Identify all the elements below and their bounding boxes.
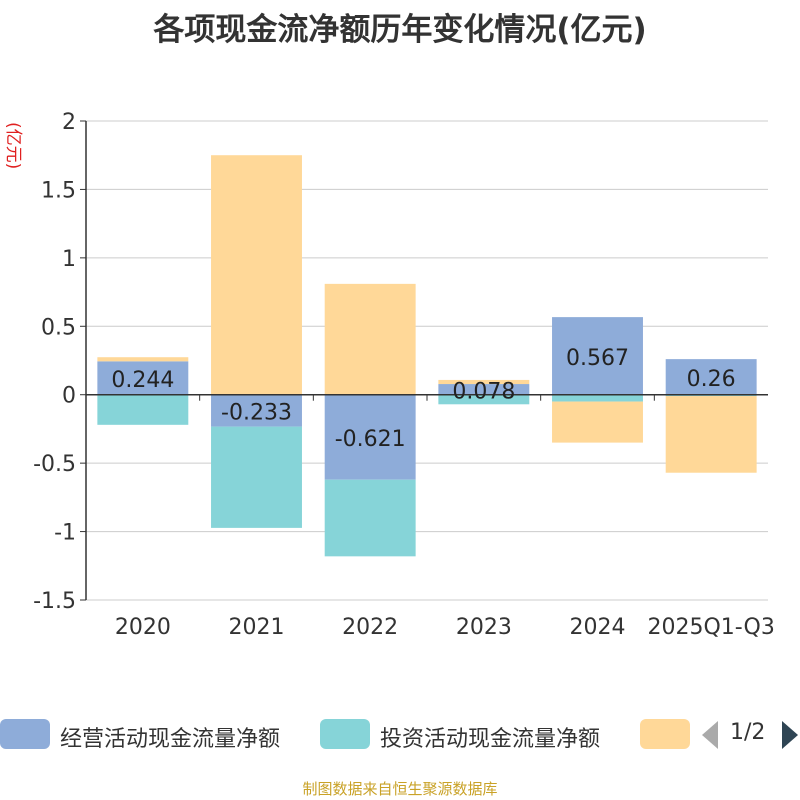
data-labels: 0.244 -0.233 -0.621 0.078 0.567 0.26: [111, 346, 735, 452]
bar-2-2021: [211, 155, 302, 395]
bar-0-2022: [324, 394, 416, 480]
bar-1-2020: [97, 394, 189, 425]
x-tick-label: 2020: [115, 615, 171, 640]
bar-1-2024: [552, 394, 643, 402]
bar-2-2025Q1-Q3: [665, 396, 757, 473]
x-tick-label: 2025Q1-Q3: [647, 615, 774, 640]
legend-item-investing[interactable]: 投资活动现金流量净额: [320, 719, 630, 752]
bar-2-2022: [324, 283, 416, 395]
source-note: 制图数据来自恒生聚源数据库: [302, 780, 498, 798]
legend-page-indicator: 1/2: [730, 720, 766, 745]
data-label: 0.567: [566, 346, 629, 371]
bar-chart: 2 1.5 1 0.5 0 -0.5 -1 -1.5 2020 2021 2022 2023 2024 2…: [33, 110, 775, 640]
legend-swatch-financing: [640, 719, 690, 749]
data-label: 0.26: [687, 367, 736, 392]
bar-0-2025Q1-Q3: [665, 359, 757, 395]
data-label: 0.244: [111, 368, 174, 393]
legend-swatch-operating: [0, 719, 50, 749]
bars: [97, 155, 757, 557]
bar-1-2021: [211, 426, 302, 528]
y-tick-label: -0.5: [33, 452, 76, 477]
x-tick-label: 2022: [342, 615, 398, 640]
bar-0-2021: [211, 394, 302, 427]
bar-2-2023: [438, 379, 530, 385]
bar-1-2022: [324, 479, 416, 557]
data-label: 0.078: [452, 379, 515, 404]
x-tick-label: 2023: [456, 615, 512, 640]
grid-lines: [86, 120, 768, 601]
y-tick-label: 0: [62, 384, 76, 409]
data-label: -0.233: [221, 401, 292, 426]
y-tick-label: 0.5: [41, 315, 76, 340]
bar-0-2020: [97, 361, 189, 395]
data-label: -0.621: [335, 427, 406, 452]
legend-label-operating: 经营活动现金流量净额: [60, 727, 281, 752]
legend-item-financing[interactable]: [640, 719, 690, 751]
chart-title: 各项现金流净额历年变化情况(亿元): [153, 12, 647, 48]
bar-2-2020: [97, 357, 189, 362]
y-tick-label: -1.5: [33, 589, 76, 614]
legend-prev-page-icon[interactable]: [702, 721, 718, 749]
y-tick-label: 2: [62, 110, 76, 135]
axes: 2 1.5 1 0.5 0 -0.5 -1 -1.5 2020 2021 2022 2023 2024 2…: [33, 110, 775, 640]
bar-2-2024: [552, 401, 643, 443]
y-tick-label: -1: [54, 521, 76, 546]
x-tick-label: 2021: [229, 615, 285, 640]
x-tick-label: 2024: [570, 615, 626, 640]
bar-0-2023: [438, 384, 530, 395]
y-tick-label: 1: [62, 247, 76, 272]
y-tick-label: 1.5: [41, 178, 76, 203]
legend-next-page-icon[interactable]: [782, 721, 798, 749]
bar-1-2023: [438, 394, 530, 405]
legend-swatch-investing: [320, 719, 370, 749]
legend-label-investing: 投资活动现金流量净额: [380, 727, 601, 752]
bar-0-2024: [552, 317, 643, 395]
legend-item-operating[interactable]: 经营活动现金流量净额: [0, 719, 310, 752]
